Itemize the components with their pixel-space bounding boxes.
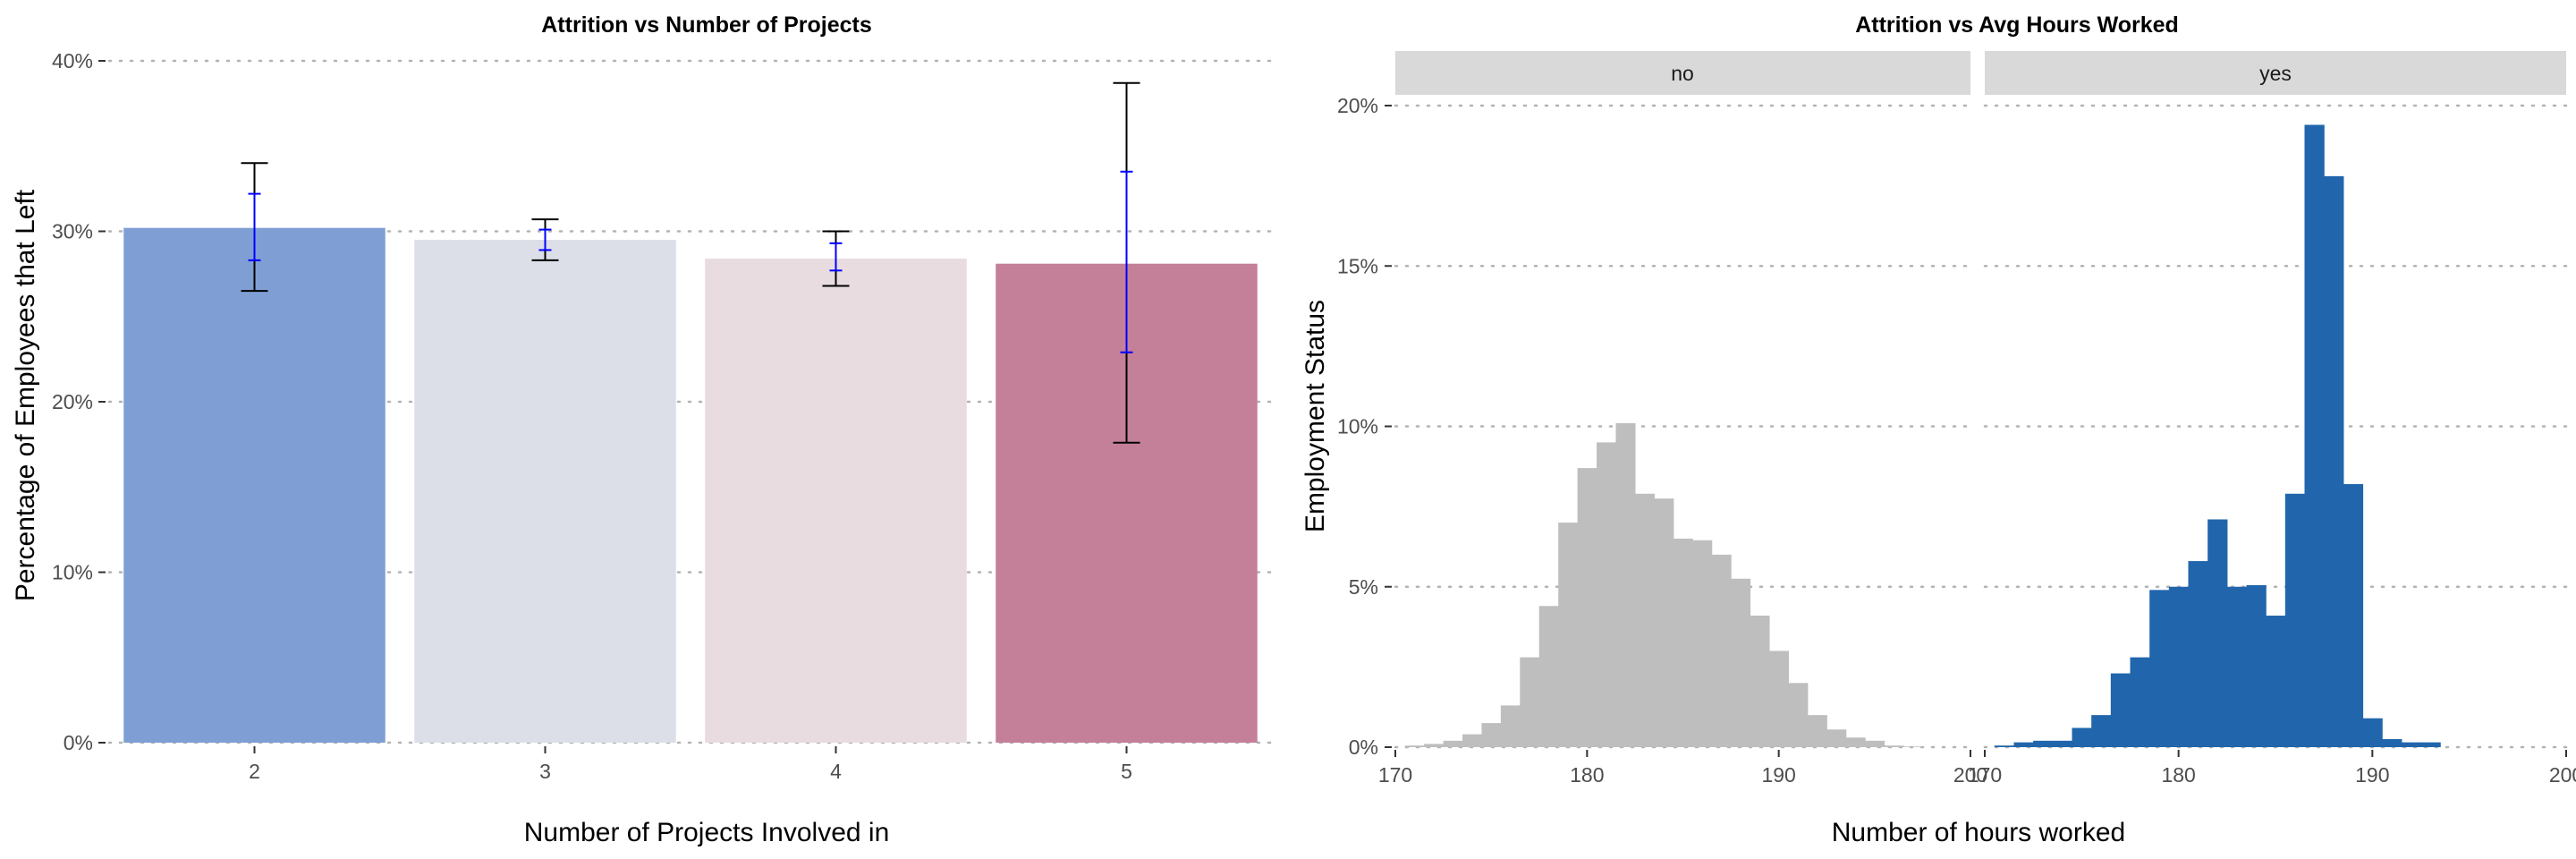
histogram-bar [1577,468,1597,747]
strip-no [1395,51,1970,95]
histogram-bar [1500,705,1521,747]
histogram-bar [2149,590,2170,747]
y-tick-label: 30% [52,220,93,243]
projects-y-axis: 0% 10% 20% 30% 40% [52,49,106,754]
histogram-bar [2110,673,2131,747]
x-tick-label: 4 [830,760,842,783]
histogram-bar [1520,657,1540,747]
y-tick-label: 10% [1337,415,1378,438]
histogram-bar [1884,745,1904,747]
strip-label-no: no [1671,62,1694,85]
y-tick-label: 10% [52,561,93,584]
hours-x-axis-label: Number of hours worked [1832,818,2125,847]
projects-y-axis-label: Percentage of Employees that Left [11,189,40,601]
histogram-bar [2304,124,2325,747]
histogram-bar [1711,554,1732,747]
projects-chart-title: Attrition vs Number of Projects [541,13,872,38]
histogram-bar [2266,616,2286,747]
strip-yes [1985,51,2566,95]
histogram-bar [1634,493,1655,747]
histogram-bar [2168,586,2190,747]
y-tick-label: 20% [52,390,93,413]
x-tick-label: 3 [539,760,551,783]
x-tick-label: 170 [1378,763,1412,787]
y-tick-label: 15% [1337,254,1378,277]
x-tick-label: 190 [2355,763,2389,787]
projects-x-axis-label: Number of Projects Involved in [524,818,890,847]
histogram-bar [2072,727,2092,747]
histogram-bar [2052,740,2073,747]
hours-x-axis: 170180190200170180190200 [1378,750,2576,787]
x-tick-label: 200 [1953,763,1987,787]
histogram-bar [1845,737,1866,747]
hours-y-axis: 0% 5% 10% 15% 20% [1337,94,1392,759]
histogram-bar [1865,740,1885,747]
histogram-bar [2091,715,2112,747]
hours-chart-title: Attrition vs Avg Hours Worked [1855,13,2179,38]
histogram-bar [1558,523,1579,747]
projects-error-bars [241,81,1140,444]
histogram-bar [1768,651,1789,747]
histogram-bar [1692,540,1713,747]
histogram-bar [1788,683,1809,747]
histogram-bar [1615,422,1636,747]
bar [705,258,967,744]
histogram-bar [1902,746,1924,747]
histogram-bar [2033,740,2054,747]
hours-chart: Attrition vs Avg Hours Worked no yes 0% 5… [1301,13,2576,847]
histogram-bar [1481,723,1502,747]
bar [123,227,386,743]
histogram-bar [1462,734,1483,747]
projects-x-axis: 2 3 4 5 [249,746,1132,783]
histogram-bar [1443,740,1463,747]
histogram-bar [1654,498,1674,747]
x-tick-label: 180 [2161,763,2195,787]
histogram-bar [1538,606,1559,747]
histogram-bar [2226,586,2248,747]
histogram-bar [2401,742,2422,747]
hours-y-axis-label: Employment Status [1301,300,1330,532]
histogram-bar [1404,745,1425,747]
x-tick-label: 180 [1570,763,1604,787]
histogram-bar [2130,657,2150,747]
projects-bars [123,227,1258,744]
x-tick-label: 190 [1761,763,1795,787]
x-tick-label: 2 [249,760,260,783]
histogram-bar [1807,715,1827,747]
histogram-bar [1597,442,1617,747]
bar [414,240,676,743]
histogram-bar [2207,519,2228,747]
histogram-bar [2420,742,2441,747]
histogram-bar [2382,739,2402,747]
projects-chart: Attrition vs Number of Projects 0%10%20%… [11,13,1274,847]
histogram-bar [2324,175,2344,747]
x-tick-label: 200 [2549,763,2576,787]
y-tick-label: 0% [64,731,93,754]
histogram-bar [2343,484,2364,747]
hours-panel-yes: yes [1985,51,2566,95]
histogram-bar [1424,744,1445,747]
y-tick-label: 0% [1349,736,1378,759]
y-tick-label: 40% [52,49,93,72]
histogram-bar [2246,584,2267,747]
x-tick-label: 5 [1121,760,1132,783]
histogram-bar [2362,718,2383,747]
histogram-bar [1750,616,1770,747]
hours-histogram-bars [1404,124,2441,747]
histogram-bar [2013,742,2034,747]
histogram-bar [1994,745,2015,747]
x-tick-label: 170 [1968,763,2002,787]
strip-label-yes: yes [2259,62,2292,85]
histogram-bar [2188,561,2208,747]
histogram-bar [1673,538,1693,747]
histogram-bar [1731,578,1751,747]
y-tick-label: 20% [1337,94,1378,117]
hours-panel-no: no [1395,51,1970,95]
y-tick-label: 5% [1349,575,1378,599]
histogram-bar [2284,493,2306,747]
histogram-bar [1826,729,1847,747]
